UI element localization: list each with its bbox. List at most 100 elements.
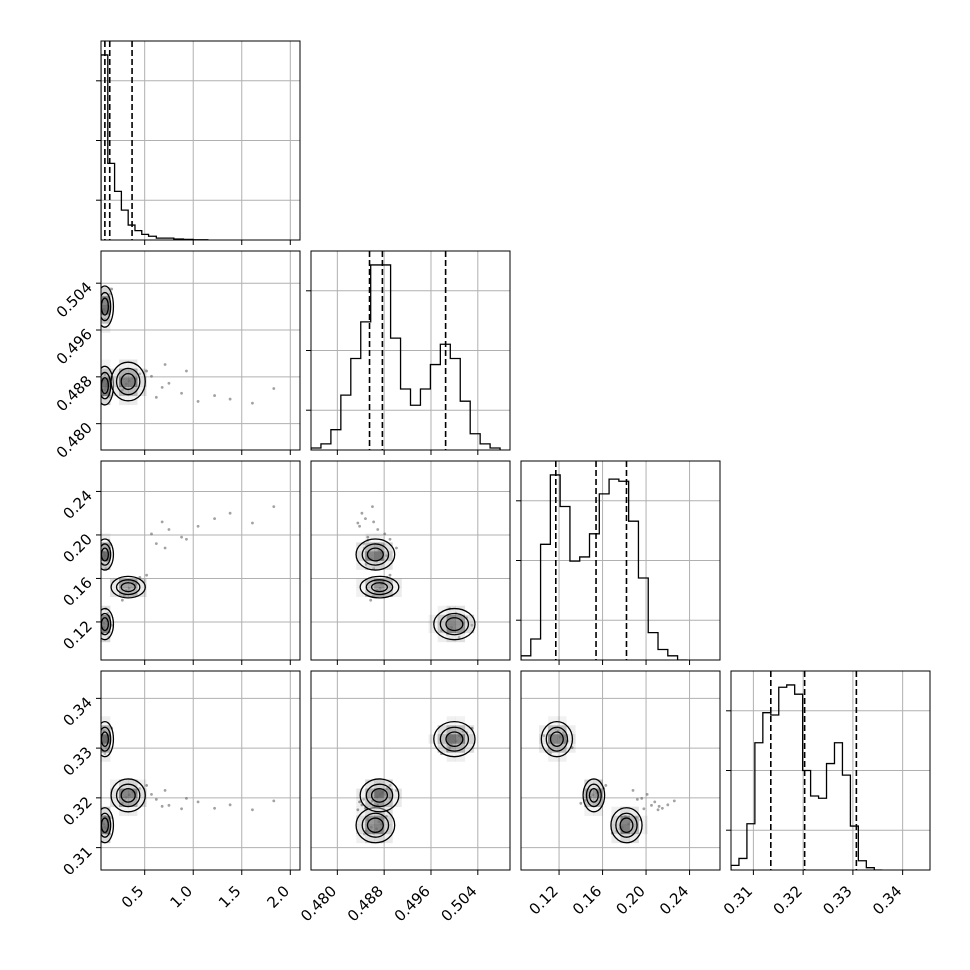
contour-level-2-2 xyxy=(120,582,136,593)
y-tick-label: 0.480 xyxy=(53,419,96,462)
y-tick-label: 0.12 xyxy=(59,617,95,653)
density-cell xyxy=(101,533,111,543)
contour-level-2-1 xyxy=(115,783,141,808)
panel-content xyxy=(101,41,300,240)
scatter-point xyxy=(448,746,452,750)
scatter-point xyxy=(360,511,364,515)
density-cell xyxy=(137,377,147,387)
panel-p1-p2 xyxy=(310,460,511,665)
density-cell xyxy=(365,542,375,552)
density-cell xyxy=(383,560,393,570)
density-cell xyxy=(374,551,384,561)
density-cell xyxy=(566,734,576,744)
density-cell xyxy=(128,377,138,387)
panel-content xyxy=(311,461,510,660)
histogram-step-p1 xyxy=(311,264,501,450)
y-tick-label: 0.33 xyxy=(59,743,95,779)
scatter-point xyxy=(180,807,183,811)
density-cell xyxy=(110,797,120,807)
density-cell xyxy=(119,788,129,798)
x-tick-label: 1.5 xyxy=(215,882,245,912)
density-cell xyxy=(101,614,111,625)
scatter-point xyxy=(150,792,153,796)
y-tick-label: 0.31 xyxy=(59,843,95,879)
density-cell xyxy=(539,734,549,744)
contour-level-2-1 xyxy=(585,783,602,808)
scatter-point xyxy=(213,517,216,521)
y-tick-label: 0.488 xyxy=(53,372,96,415)
density-cell xyxy=(119,587,129,597)
density-cell xyxy=(101,605,111,616)
density-cell xyxy=(428,614,438,625)
density-cell xyxy=(584,797,594,807)
density-cell xyxy=(101,623,111,634)
scatter-point xyxy=(635,797,639,801)
density-cell xyxy=(593,797,603,807)
panel-p2-p3: 0.12 0.16 0.20 0.24 xyxy=(520,670,721,918)
density-cell xyxy=(101,287,111,297)
density-cell xyxy=(119,797,129,807)
density-cell xyxy=(584,779,594,789)
density-cell xyxy=(356,806,366,817)
density-cell xyxy=(446,614,457,625)
scatter-point xyxy=(185,796,188,800)
contour-level-0-2 xyxy=(445,617,464,632)
density-cell xyxy=(557,734,567,744)
density-cell xyxy=(629,806,639,817)
histogram-step-p0 xyxy=(101,54,209,240)
density-cell xyxy=(101,359,111,369)
density-cell xyxy=(119,359,129,369)
density-cell xyxy=(101,368,111,378)
scatter-point xyxy=(272,799,276,803)
density-cell xyxy=(629,824,639,835)
density-cell xyxy=(620,824,630,835)
density-cell xyxy=(620,815,630,826)
density-cell xyxy=(119,368,129,378)
density-cell xyxy=(455,605,466,616)
density-cell xyxy=(629,833,639,844)
density-cell xyxy=(137,788,147,798)
contour-level-1-0 xyxy=(101,538,115,571)
contour-level-1-2 xyxy=(366,817,384,834)
density-cell xyxy=(584,806,594,817)
panel-p3-p3: 0.31 0.32 0.33 0.34 xyxy=(720,670,931,918)
density-cell xyxy=(101,716,111,726)
contour-level-2-2 xyxy=(120,372,136,391)
contour-level-0-1 xyxy=(439,612,470,636)
scatter-point xyxy=(645,792,649,796)
x-tick-label: 0.24 xyxy=(656,882,692,918)
scatter-point xyxy=(196,400,200,403)
density-cell xyxy=(365,551,375,561)
density-cell xyxy=(638,824,648,835)
panel-frame xyxy=(520,670,721,871)
density-cell xyxy=(548,743,558,753)
density-cell xyxy=(110,779,120,789)
scatter-point xyxy=(369,598,373,602)
panel-frame xyxy=(100,460,301,661)
scatter-point xyxy=(145,784,149,787)
density-cell xyxy=(101,806,111,817)
density-cell xyxy=(110,377,120,387)
contour-level-2-1 xyxy=(115,579,141,596)
density-cell xyxy=(383,542,393,552)
scatter-point xyxy=(154,797,158,801)
scatter-point xyxy=(358,800,361,804)
density-cell xyxy=(548,734,558,744)
contour-level-0-2 xyxy=(445,731,464,747)
density-cell xyxy=(137,779,147,789)
scatter-point xyxy=(364,517,367,521)
scatter-point xyxy=(356,808,360,812)
contour-level-1-1 xyxy=(101,543,112,566)
density-cell xyxy=(137,797,147,807)
density-cell xyxy=(464,743,475,753)
panel-p2-p2 xyxy=(516,460,721,665)
scatter-point xyxy=(583,798,587,802)
x-tick-label: 0.32 xyxy=(770,882,806,918)
x-tick-label: 0.504 xyxy=(438,882,481,925)
scatter-point xyxy=(145,573,149,577)
density-cell xyxy=(383,797,393,807)
scatter-point xyxy=(110,287,114,291)
density-cell xyxy=(356,815,366,826)
panel-p0-p3: 0.31 0.32 0.33 0.34 0.5 1.0 1.5 2.0 xyxy=(59,670,301,912)
density-cell xyxy=(365,824,375,835)
